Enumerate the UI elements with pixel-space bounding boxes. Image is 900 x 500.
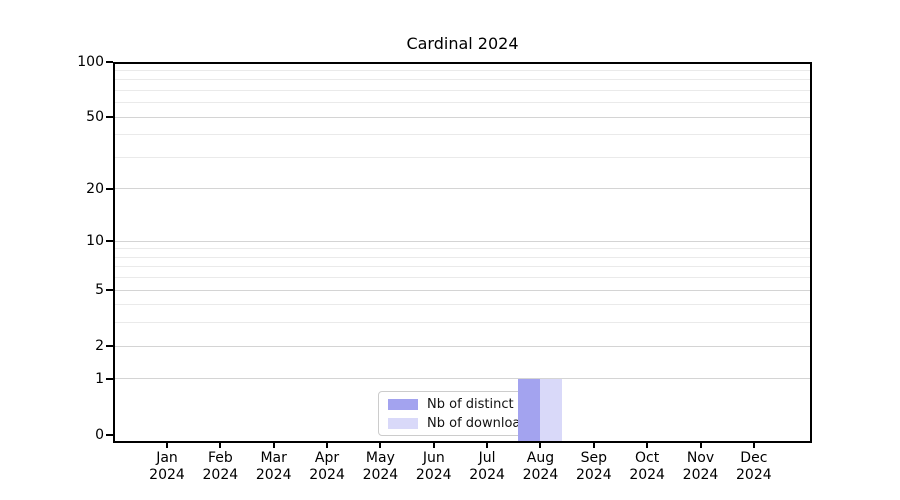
y-axis-label: 100	[77, 54, 104, 70]
y-axis-label: 5	[95, 282, 104, 299]
x-axis-label: May 2024	[340, 450, 420, 484]
x-axis-label-month: Nov	[686, 450, 715, 466]
x-axis-label-year: 2024	[575, 467, 612, 483]
x-axis-label: Jul 2024	[447, 450, 527, 484]
legend-label-distinct-ips: Nb of distinct IPs	[427, 396, 536, 412]
x-axis-label-year: 2024	[415, 467, 452, 483]
y-axis-label: 2	[95, 338, 104, 355]
legend-swatch-downloads-icon	[388, 417, 418, 429]
major-gridline	[113, 289, 812, 291]
x-axis-label-year: 2024	[149, 467, 185, 483]
x-axis-label-year: 2024	[736, 467, 772, 483]
x-axis-label-year: 2024	[469, 467, 505, 483]
x-axis-label: Aug 2024	[500, 450, 580, 484]
x-axis-tick	[646, 443, 649, 448]
x-axis-label-year: 2024	[202, 467, 239, 483]
y-axis-tick	[106, 345, 113, 348]
legend: Nb of distinct IPs Nb of downloads	[378, 391, 543, 436]
y-axis-tick	[106, 289, 113, 292]
minor-gridline	[113, 89, 812, 91]
legend-item-downloads: Nb of downloads	[388, 416, 542, 431]
x-axis-label: Mar 2024	[234, 450, 314, 484]
x-axis-label: Sep 2024	[554, 450, 634, 484]
x-axis-label: Jun 2024	[394, 450, 474, 484]
minor-gridline	[113, 256, 812, 258]
x-axis-label-year: 2024	[629, 467, 665, 483]
chart-title: Cardinal 2024	[406, 34, 519, 53]
x-axis-tick	[592, 443, 595, 448]
minor-gridline	[113, 304, 812, 306]
x-axis-label: Jan 2024	[127, 450, 207, 484]
x-axis-label-month: Oct	[635, 450, 660, 466]
x-axis-label: Apr 2024	[287, 450, 367, 484]
x-axis-tick	[219, 443, 222, 448]
minor-gridline	[113, 248, 812, 250]
major-gridline	[113, 378, 812, 380]
y-axis-tick	[106, 116, 113, 119]
x-axis-tick	[539, 443, 542, 448]
x-axis-label-month: Mar	[260, 450, 287, 466]
legend-label-downloads: Nb of downloads	[427, 415, 536, 431]
major-gridline	[113, 116, 812, 118]
minor-gridline	[113, 156, 812, 158]
legend-swatch-distinct-ips-icon	[388, 398, 418, 410]
y-axis-label: 0	[95, 427, 104, 443]
x-axis-tick	[166, 443, 168, 448]
x-axis-label-year: 2024	[362, 467, 399, 483]
minor-gridline	[113, 69, 812, 71]
x-axis-tick	[432, 443, 435, 448]
x-axis-label-month: Feb	[207, 450, 233, 466]
x-axis-label-month: Apr	[314, 450, 340, 466]
y-axis-tick	[106, 434, 113, 436]
y-axis-tick	[106, 377, 113, 380]
x-axis-tick	[272, 443, 275, 448]
bar-distinct-ips-aug	[518, 378, 541, 443]
x-axis-tick	[699, 443, 702, 448]
x-axis-label-month: Dec	[740, 450, 768, 466]
x-axis-label: Dec 2024	[714, 450, 794, 484]
x-axis-label-year: 2024	[309, 467, 345, 483]
minor-gridline	[113, 277, 812, 279]
x-axis-label-year: 2024	[522, 467, 559, 483]
y-axis-tick	[106, 61, 113, 63]
major-gridline	[113, 345, 812, 347]
bar-downloads-aug	[540, 378, 563, 443]
x-axis-tick	[486, 443, 489, 448]
x-axis-label-year: 2024	[255, 467, 292, 483]
minor-gridline	[113, 266, 812, 268]
x-axis-label-year: 2024	[682, 467, 719, 483]
y-axis-tick	[106, 187, 113, 190]
plot-area: Nb of distinct IPs Nb of downloads	[113, 62, 812, 443]
x-axis-label-month: Aug	[526, 450, 555, 466]
major-gridline	[113, 62, 812, 63]
minor-gridline	[113, 322, 812, 324]
y-axis-tick	[106, 240, 113, 243]
x-axis-tick	[379, 443, 382, 448]
y-axis-label: 1	[95, 370, 104, 387]
x-axis-label-month: Jun	[422, 450, 445, 466]
minor-gridline	[113, 79, 812, 81]
y-axis-label: 20	[86, 180, 104, 197]
x-axis-label: Nov 2024	[661, 450, 741, 484]
legend-item-distinct-ips: Nb of distinct IPs	[388, 397, 542, 412]
minor-gridline	[113, 134, 812, 136]
x-axis-tick	[326, 443, 329, 448]
minor-gridline	[113, 102, 812, 104]
x-axis-label: Feb 2024	[180, 450, 260, 484]
major-gridline	[113, 188, 812, 190]
x-axis-label-month: Sep	[580, 450, 607, 466]
x-axis-label-month: May	[365, 450, 395, 466]
x-axis-tick	[752, 443, 755, 448]
y-axis-label: 10	[86, 233, 104, 250]
x-axis-label: Oct 2024	[607, 450, 687, 484]
x-axis-label-month: Jul	[478, 450, 496, 466]
x-axis-label-month: Jan	[156, 450, 178, 466]
y-axis-label: 50	[86, 109, 104, 126]
major-gridline	[113, 240, 812, 242]
